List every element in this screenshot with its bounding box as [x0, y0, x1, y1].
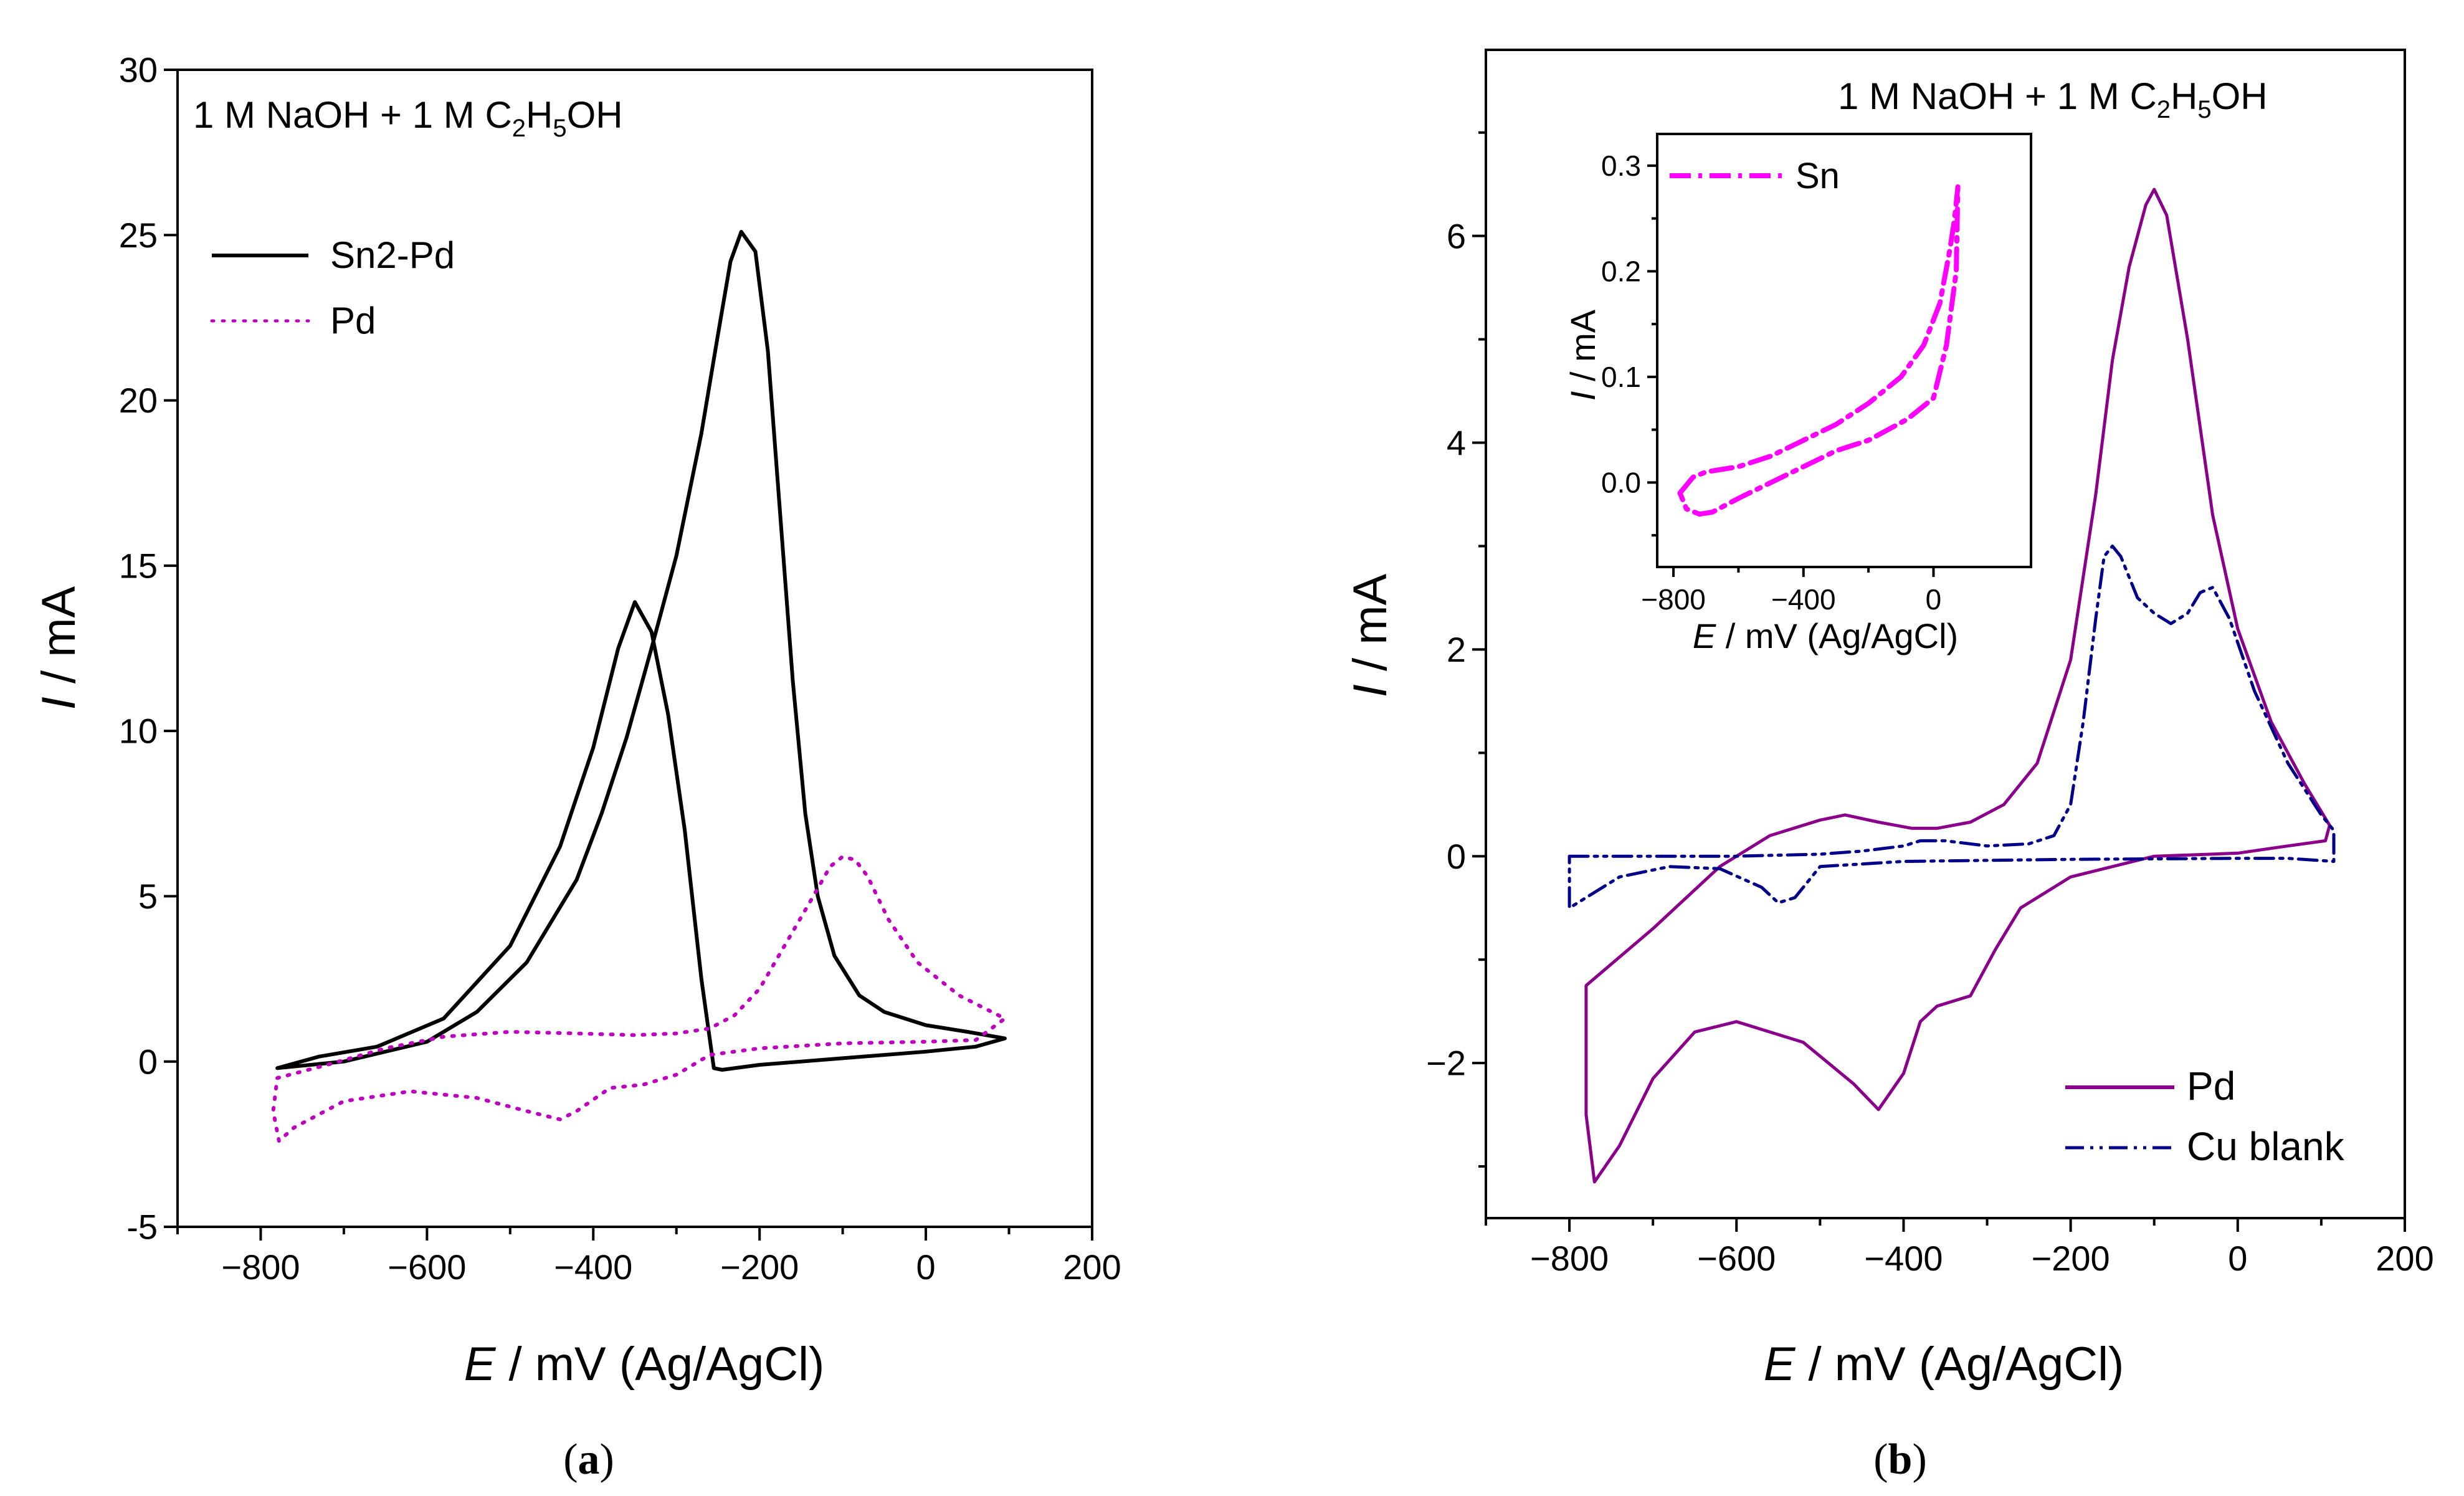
inset-series [1677, 184, 1961, 517]
x-tick-label: 0 [2228, 1239, 2247, 1278]
panel-b-annotation-suffix: OH [2212, 75, 2268, 117]
y-tick-label: 5 [138, 877, 158, 916]
panel-b-plot-frame [1485, 49, 2406, 1219]
y-tick-label: 2 [1447, 630, 1466, 669]
y-tick-label: 4 [1447, 423, 1466, 462]
series-pd-b-line [1584, 188, 2331, 1184]
legend-label-sn2-pd: Sn2-Pd [330, 234, 455, 276]
inset-x-rest: / mV (Ag/AgCl) [1716, 616, 1958, 655]
x-tick-label: −400 [1864, 1239, 1943, 1278]
panel-a-legend: Sn2-Pd Pd [210, 234, 455, 341]
series-cu-blank-line [1567, 545, 2336, 910]
panel-a-label-letter: a [578, 1436, 600, 1484]
y-tick-label: 25 [119, 216, 158, 255]
y-tick-label: 15 [119, 546, 158, 585]
panel-a-series [271, 230, 1007, 1143]
panel-b-label: (b) [1873, 1436, 1927, 1484]
panel-b-annotation-sub1: 2 [2157, 96, 2171, 123]
inset-x-axis-title: E / mV (Ag/AgCl) [1693, 616, 1958, 655]
y-tick-label: -5 [126, 1208, 158, 1247]
panel-a-y-rest: / mA [32, 586, 85, 697]
panel-b-annotation: 1 M NaOH + 1 M C2H5OH [1838, 75, 2268, 123]
series-pd-line [271, 854, 1007, 1143]
y-tick-label: 6 [1447, 216, 1466, 255]
x-tick-label: −600 [388, 1247, 466, 1287]
panel-b-annotation-prefix: 1 M NaOH + 1 M C [1838, 75, 2157, 117]
panel-b-annotation-mid: H [2171, 75, 2197, 117]
x-tick-label: −800 [221, 1247, 300, 1287]
panel-a-plot-frame [176, 69, 1093, 1228]
legend-label-pd-b: Pd [2187, 1064, 2235, 1108]
y-tick-label: 0.3 [1601, 150, 1641, 182]
panel-b-x-axis-title: E / mV (Ag/AgCl) [1764, 1338, 2124, 1391]
legend-label-sn: Sn [1796, 156, 1840, 196]
y-tick-label: 0.0 [1601, 466, 1641, 498]
panel-a-annotation-sub1: 2 [512, 115, 526, 142]
legend-label-cu-blank: Cu blank [2187, 1124, 2345, 1169]
panel-a-y-var: I [32, 697, 85, 710]
y-tick-label: 0.1 [1601, 361, 1641, 393]
x-tick-label: −200 [720, 1247, 799, 1287]
panel-b-x-rest: / mV (Ag/AgCl) [1795, 1338, 2124, 1391]
inset-plot-frame [1656, 133, 2032, 568]
y-tick-label: 20 [119, 381, 158, 420]
x-tick-label: 0 [916, 1247, 936, 1287]
x-tick-label: 200 [2376, 1239, 2433, 1278]
y-tick-label: 0.2 [1601, 255, 1641, 287]
x-tick-label: −400 [1771, 583, 1836, 616]
x-tick-label: −400 [554, 1247, 632, 1287]
series-sn2-pd-line [275, 230, 1007, 1072]
x-tick-label: −200 [2032, 1239, 2110, 1278]
panel-a-annotation-prefix: 1 M NaOH + 1 M C [193, 94, 512, 136]
inset-y-axis-title: I / mA [1563, 309, 1602, 401]
x-tick-label: −600 [1697, 1239, 1776, 1278]
x-tick-label: −800 [1641, 583, 1706, 616]
panel-b-series [1567, 188, 2336, 1184]
x-tick-label: −800 [1530, 1239, 1609, 1278]
panel-a-annotation-mid: H [526, 94, 553, 136]
x-tick-label: 0 [1926, 583, 1942, 616]
inset-y-rest: / mA [1563, 309, 1602, 391]
panel-b-inset: −800 −400 0 0.0 0.1 0.2 0.3 Sn E / mV (Ag/AgCl… [1563, 133, 2032, 655]
panel-a-annotation-sub2: 5 [553, 115, 566, 142]
inset-ticks: −800 −400 0 0.0 0.1 0.2 0.3 [1601, 150, 1941, 616]
panel-a-annotation: 1 M NaOH + 1 M C2H5OH [193, 94, 623, 142]
inset-y-var: I [1563, 391, 1602, 401]
panel-a-x-axis-title: E / mV (Ag/AgCl) [464, 1338, 825, 1391]
panel-a-x-var: E [464, 1338, 497, 1391]
panel-b-legend: Pd Cu blank [2065, 1064, 2345, 1169]
series-sn-line [1677, 184, 1961, 517]
inset-x-var: E [1693, 616, 1716, 655]
x-tick-label: 200 [1063, 1247, 1121, 1287]
y-tick-label: 0 [1447, 837, 1466, 876]
panel-a-annotation-suffix: OH [567, 94, 623, 136]
y-tick-label: −2 [1426, 1044, 1466, 1083]
panel-b-ticks: −800 −600 −400 −200 0 200 −2 0 2 4 6 [1426, 131, 2434, 1278]
panel-b-x-var: E [1764, 1338, 1796, 1391]
panel-b: −800 −600 −400 −200 0 200 −2 0 2 4 6 1 M NaOH + 1 … [1344, 49, 2434, 1484]
y-tick-label: 0 [138, 1042, 158, 1081]
panel-b-label-letter: b [1888, 1436, 1913, 1484]
panel-a-x-rest: / mV (Ag/AgCl) [495, 1338, 824, 1391]
panel-b-y-var: I [1344, 684, 1397, 697]
panel-b-y-rest: / mA [1344, 573, 1397, 684]
panel-b-y-axis-title: I / mA [1344, 573, 1397, 697]
panel-a-y-axis-title: I / mA [32, 586, 85, 710]
y-tick-label: 30 [119, 50, 158, 90]
y-tick-label: 10 [119, 712, 158, 751]
panel-a-label: (a) [563, 1436, 614, 1484]
legend-label-pd: Pd [330, 300, 376, 341]
panel-b-annotation-sub2: 5 [2197, 96, 2211, 123]
